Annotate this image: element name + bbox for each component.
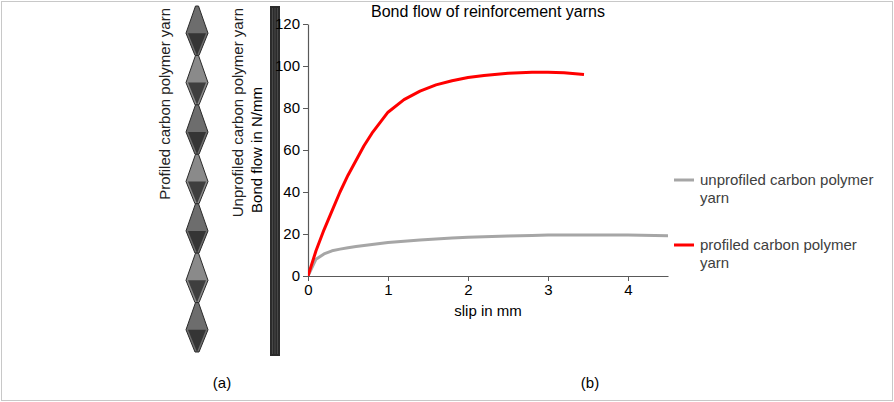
y-tick-label: 60	[283, 141, 300, 158]
legend-swatch	[674, 244, 694, 247]
series-line	[308, 235, 668, 276]
x-tick-label: 2	[464, 281, 472, 298]
y-tick-mark	[303, 108, 308, 109]
y-tick-label: 40	[283, 183, 300, 200]
series-lines	[308, 72, 668, 276]
profiled-yarn-segment	[186, 154, 208, 203]
y-tick: 120	[275, 15, 308, 32]
legend-label: unprofiled carbon polymeryarn	[700, 171, 873, 206]
yarn-label: Profiled carbon polymer yarn	[156, 8, 173, 200]
series-line	[308, 72, 584, 276]
y-tick-mark	[303, 276, 308, 277]
profiled-yarn-highlight	[188, 231, 206, 253]
legend-swatch	[674, 179, 694, 182]
y-tick-mark	[303, 24, 308, 25]
profiled-yarn-segment	[186, 204, 208, 253]
x-tick: 0	[304, 276, 312, 298]
y-tick-label: 0	[292, 267, 300, 284]
x-tick: 3	[544, 276, 552, 298]
x-tick-label: 4	[624, 281, 632, 298]
y-axis-line	[308, 25, 309, 277]
y-tick: 0	[292, 267, 308, 284]
panel-a: Profiled carbon polymer yarn Unprofiled c…	[156, 6, 280, 356]
y-tick-mark	[303, 66, 308, 67]
profiled-yarn-segment	[186, 105, 208, 154]
x-tick: 2	[464, 276, 472, 298]
figure: Profiled carbon polymer yarn Unprofiled c…	[0, 0, 894, 402]
chart-title: Bond flow of reinforcement yarns	[371, 3, 605, 20]
legend-label: profiled carbon polymeryarn	[700, 236, 857, 271]
x-tick-label: 0	[304, 281, 312, 298]
y-tick-label: 20	[283, 225, 300, 242]
x-tick: 1	[384, 276, 392, 298]
y-axis: 0 20 40 60 80 100 120	[275, 15, 309, 284]
y-tick-mark	[303, 192, 308, 193]
profiled-yarn-highlight	[188, 181, 206, 203]
y-tick-label: 100	[275, 57, 300, 74]
y-tick: 20	[283, 225, 308, 242]
x-tick-label: 3	[544, 281, 552, 298]
y-axis-title: Bond flow in N/mm	[248, 87, 265, 213]
figure-frame	[2, 2, 893, 401]
panel-label: (a)	[213, 374, 231, 391]
y-tick-label: 80	[283, 99, 300, 116]
x-tick: 4	[624, 276, 632, 298]
profiled-yarn-highlight	[188, 280, 206, 302]
profiled-yarn-segment	[186, 6, 208, 55]
profiled-yarn-highlight	[188, 132, 206, 154]
profiled-yarn-highlight	[188, 33, 206, 55]
profiled-yarn-highlight	[188, 330, 206, 352]
y-tick-mark	[303, 150, 308, 151]
y-tick: 60	[283, 141, 308, 158]
profiled-yarn-segment	[186, 55, 208, 104]
x-axis-title: slip in mm	[454, 302, 522, 319]
x-axis-line	[309, 276, 669, 277]
x-axis: 0 1 2 3 4	[304, 276, 668, 298]
x-tick-label: 1	[384, 281, 392, 298]
y-tick: 40	[283, 183, 308, 200]
panel-label: (b)	[581, 374, 599, 391]
y-tick: 80	[283, 99, 308, 116]
panel-b: Bond flow of reinforcement yarns01234020…	[248, 3, 873, 319]
y-tick-mark	[303, 234, 308, 235]
legend: unprofiled carbon polymeryarn profiled ca…	[674, 171, 873, 271]
unprofiled-yarn-fibre	[272, 8, 273, 354]
y-tick: 100	[275, 57, 308, 74]
profiled-yarn-segment	[186, 303, 208, 352]
profiled-yarn-segment	[186, 253, 208, 302]
y-tick-label: 120	[275, 15, 300, 32]
profiled-yarn-highlight	[188, 83, 206, 105]
yarn-label: Unprofiled carbon polymer yarn	[229, 8, 246, 217]
